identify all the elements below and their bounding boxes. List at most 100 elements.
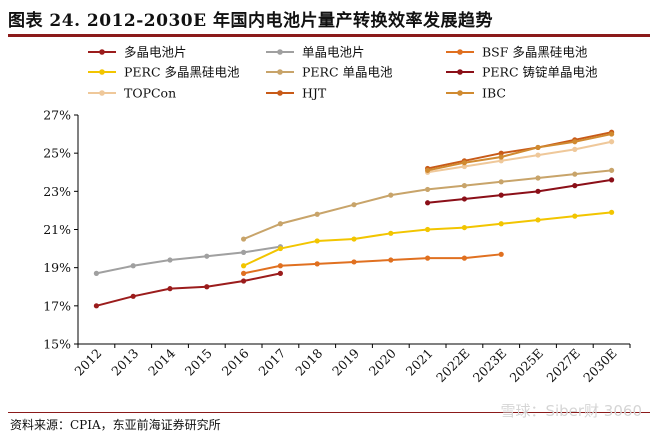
- x-tick-label-14: 2030E: [580, 346, 620, 386]
- source-note: 资料来源：CPIA，东亚前海证券研究所: [10, 418, 221, 432]
- series-5-point-2: [498, 192, 504, 198]
- y-tick-label-2: 19%: [43, 260, 71, 275]
- legend-label-4: PERC 单晶电池: [302, 65, 393, 80]
- series-4-point-10: [609, 167, 615, 173]
- series-1-point-2: [167, 257, 173, 263]
- series-4-point-2: [314, 211, 320, 217]
- footer-rule: [8, 412, 650, 413]
- title-rule: [8, 34, 650, 37]
- series-3-point-7: [498, 221, 504, 227]
- series-8-point-2: [498, 154, 504, 160]
- series-3-point-10: [609, 209, 615, 215]
- chart-title: 图表 24. 2012-2030E 年国内电池片量产转换效率发展趋势: [8, 11, 493, 31]
- series-6-point-5: [609, 139, 615, 145]
- x-tick-label-10: 2022E: [433, 346, 473, 386]
- series-0-point-3: [204, 284, 210, 290]
- series-5-point-5: [609, 177, 615, 183]
- series-2-point-3: [351, 259, 357, 265]
- series-5-point-1: [461, 196, 467, 202]
- series-3-point-6: [461, 224, 467, 231]
- series-0-point-1: [130, 293, 136, 299]
- series-5-point-0: [425, 200, 431, 206]
- x-tick-label-8: 2020: [366, 345, 399, 378]
- legend-marker-1: [277, 49, 283, 55]
- legend-label-7: HJT: [302, 86, 327, 101]
- x-tick-label-12: 2025E: [507, 346, 547, 386]
- series-3-point-0: [241, 263, 247, 269]
- series-2-point-2: [314, 261, 320, 267]
- series-3-point-3: [351, 236, 357, 242]
- legend-marker-3: [99, 69, 105, 75]
- y-tick-label-3: 21%: [43, 222, 71, 237]
- series-0-point-4: [241, 278, 247, 284]
- legend-marker-4: [277, 69, 283, 75]
- legend-label-2: BSF 多晶黑硅电池: [482, 45, 588, 60]
- x-tick-label-5: 2017: [255, 345, 288, 378]
- series-2-point-1: [277, 263, 283, 269]
- legend-marker-5: [457, 69, 463, 75]
- legend-label-1: 单晶电池片: [302, 45, 365, 60]
- series-2-point-6: [461, 255, 467, 261]
- series-3-point-4: [388, 230, 394, 236]
- series-line-6: [427, 140, 612, 174]
- series-8-point-5: [609, 131, 615, 137]
- series-8-point-3: [535, 144, 541, 151]
- series-6-point-3: [535, 152, 541, 158]
- legend-marker-8: [457, 90, 463, 96]
- series-7-point-2: [498, 150, 504, 156]
- series-4-point-0: [241, 236, 247, 242]
- legend-label-0: 多晶电池片: [124, 45, 187, 60]
- series-2-point-4: [388, 257, 394, 263]
- x-tick-label-0: 2012: [71, 346, 104, 379]
- series-6-point-2: [498, 158, 504, 164]
- series-6-point-4: [572, 146, 578, 152]
- x-tick-label-13: 2027E: [543, 346, 583, 386]
- y-tick-label-5: 25%: [43, 146, 71, 161]
- series-3-point-1: [277, 245, 283, 252]
- legend-marker-6: [99, 90, 105, 96]
- x-tick-label-2: 2014: [145, 345, 178, 378]
- series-2-point-7: [498, 251, 504, 257]
- series-line-1: [96, 245, 281, 275]
- series-4-point-6: [461, 183, 467, 189]
- series-8-point-4: [572, 139, 578, 145]
- series-4-point-3: [351, 202, 357, 208]
- series-line-8: [427, 133, 612, 172]
- x-tick-label-11: 2023E: [470, 346, 510, 386]
- x-tick-label-4: 2016: [219, 345, 252, 378]
- series-line-0: [96, 272, 281, 307]
- watermark: 雪球：Siber财 3060: [500, 402, 642, 420]
- series-1-point-1: [130, 263, 136, 269]
- x-tick-label-6: 2018: [292, 345, 325, 378]
- series-3-point-9: [572, 213, 578, 219]
- y-tick-label-6: 27%: [43, 108, 71, 123]
- series-4-point-9: [572, 171, 578, 177]
- series-4-point-4: [388, 192, 394, 198]
- x-tick-label-3: 2015: [182, 346, 215, 379]
- y-tick-label-1: 17%: [43, 298, 71, 313]
- series-0-point-0: [93, 303, 99, 309]
- series-3-point-2: [314, 238, 320, 244]
- series-8-point-1: [461, 160, 467, 166]
- series-3-point-8: [535, 217, 541, 223]
- series-line-7: [427, 131, 612, 170]
- y-tick-label-4: 23%: [43, 184, 71, 199]
- x-tick-label-9: 2021: [403, 346, 436, 379]
- series-1-point-4: [241, 249, 247, 255]
- series-2-point-5: [425, 255, 431, 261]
- series-4-point-7: [498, 179, 504, 185]
- legend-marker-2: [457, 49, 463, 55]
- legend-label-8: IBC: [482, 86, 506, 101]
- series-3-point-5: [425, 226, 431, 233]
- series-line-5: [427, 178, 612, 204]
- series-4-point-1: [277, 221, 283, 227]
- series-8-point-0: [425, 167, 431, 173]
- series-0-point-2: [167, 286, 173, 292]
- series-6-point-1: [461, 163, 467, 170]
- x-tick-label-1: 2013: [108, 345, 141, 378]
- series-4-point-8: [535, 175, 541, 181]
- legend-label-5: PERC 铸锭单晶电池: [482, 65, 598, 80]
- y-tick-label-0: 15%: [43, 337, 71, 352]
- series-4-point-5: [425, 186, 431, 193]
